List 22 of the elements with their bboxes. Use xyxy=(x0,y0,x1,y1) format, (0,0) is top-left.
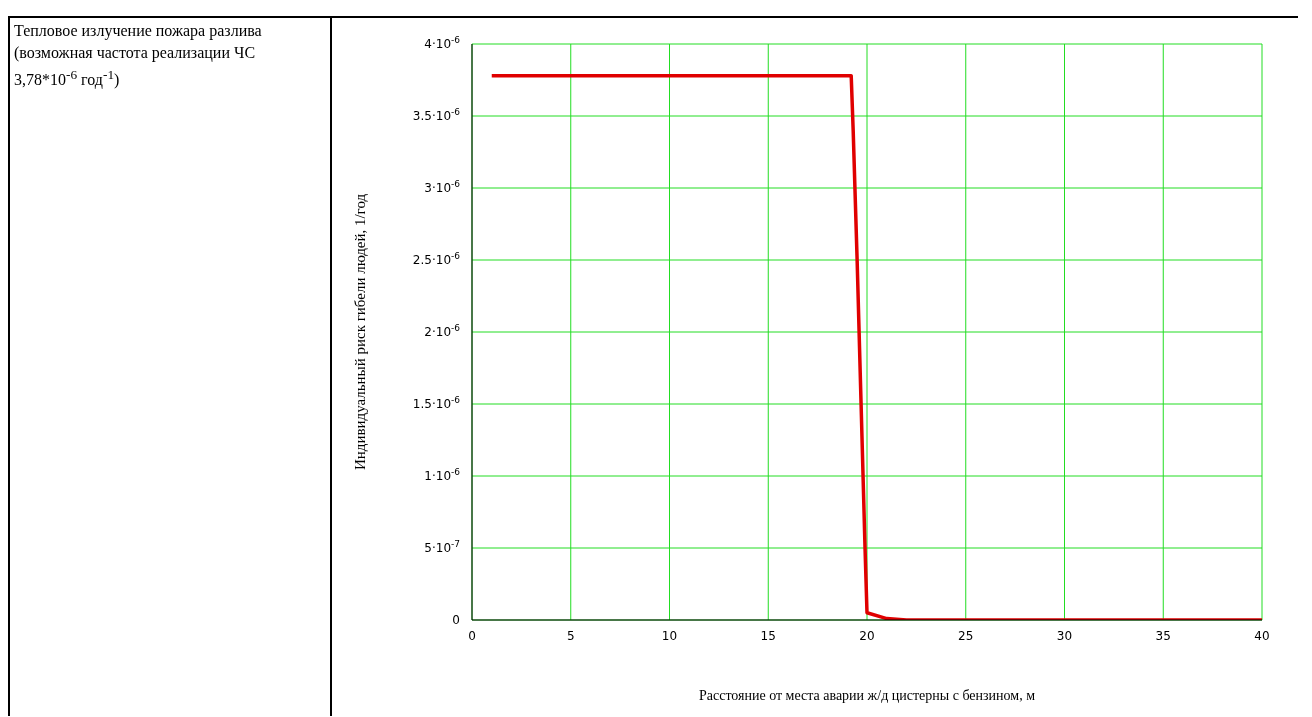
text: Тепловое излучение пожара разлива (возможная частота реализации ЧС 3,78*10$^{-6}$ год$^{-1}$) xyxy=(14,21,263,91)
y-tick-label: 4·10$^{-6}$ xyxy=(424,35,461,51)
x-tick-label: 35 xyxy=(1155,629,1171,643)
x-tick-label: 30 xyxy=(1056,629,1073,643)
y-tick-label: 5·10$^{-7}$ xyxy=(424,539,460,555)
x-tick-label: 5 xyxy=(566,629,575,643)
y-axis-title: Индивидуальный риск гибели людей, 1/год xyxy=(352,193,369,471)
y-tick-label: 3.5·10$^{-6}$ xyxy=(412,107,461,123)
line-series xyxy=(490,73,1262,620)
y-tick-label: 3·10$^{-6}$ xyxy=(424,179,461,195)
x-axis-title: Расстояние от места аварии ж/д цистерны с бензином, м xyxy=(698,687,1036,703)
x-tick-label: 25 xyxy=(958,629,974,643)
y-tick-label: 0 xyxy=(452,613,460,627)
y-tick-label: 2.5·10$^{-6}$ xyxy=(412,251,461,267)
y-tick-label: 2·10$^{-6}$ xyxy=(424,323,461,339)
x-tick-label: 10 xyxy=(661,629,678,643)
x-tick-label: 40 xyxy=(1254,629,1270,643)
y-tick-label: 1·10$^{-6}$ xyxy=(424,467,461,483)
x-tick-label: 20 xyxy=(859,629,875,643)
x-tick-label: 15 xyxy=(760,629,776,643)
x-tick-label: 0 xyxy=(468,629,476,643)
y-tick-label: 1.5·10$^{-6}$ xyxy=(412,395,461,411)
